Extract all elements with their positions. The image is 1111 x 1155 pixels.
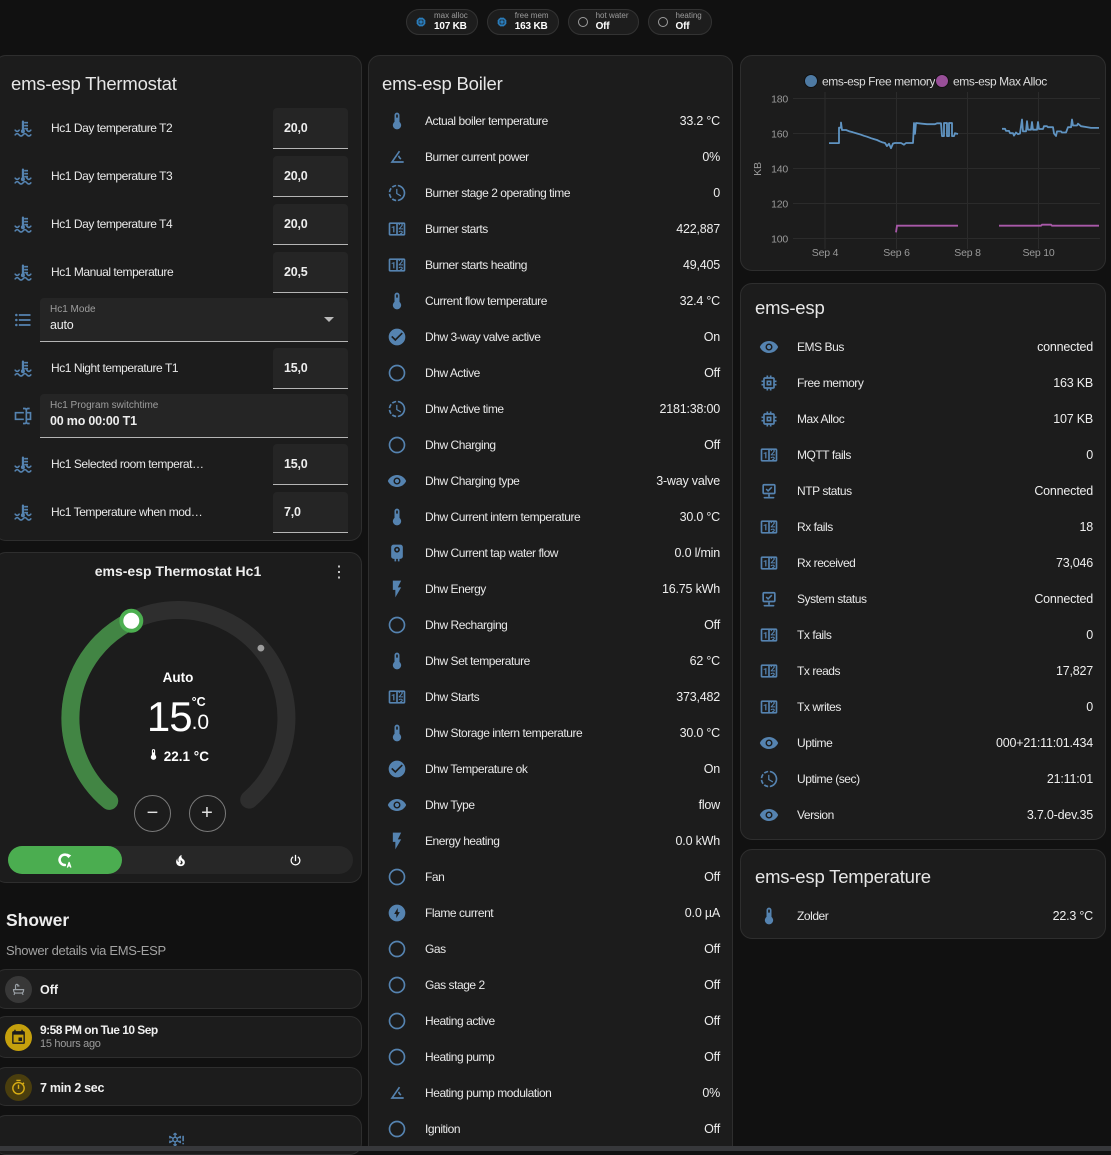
svg-text:KB: KB xyxy=(752,162,764,176)
svg-text:Sep 6: Sep 6 xyxy=(883,247,910,259)
svg-text:Sep 10: Sep 10 xyxy=(1022,247,1054,259)
svg-text:Sep 4: Sep 4 xyxy=(812,247,839,259)
svg-text:180: 180 xyxy=(771,94,788,106)
svg-text:Sep 8: Sep 8 xyxy=(954,247,981,259)
svg-text:140: 140 xyxy=(771,164,788,176)
svg-text:120: 120 xyxy=(771,199,788,211)
svg-text:100: 100 xyxy=(771,234,788,246)
svg-text:ems-esp Max Alloc: ems-esp Max Alloc xyxy=(953,75,1047,89)
svg-text:ems-esp Free memory: ems-esp Free memory xyxy=(822,75,935,89)
svg-text:160: 160 xyxy=(771,129,788,141)
